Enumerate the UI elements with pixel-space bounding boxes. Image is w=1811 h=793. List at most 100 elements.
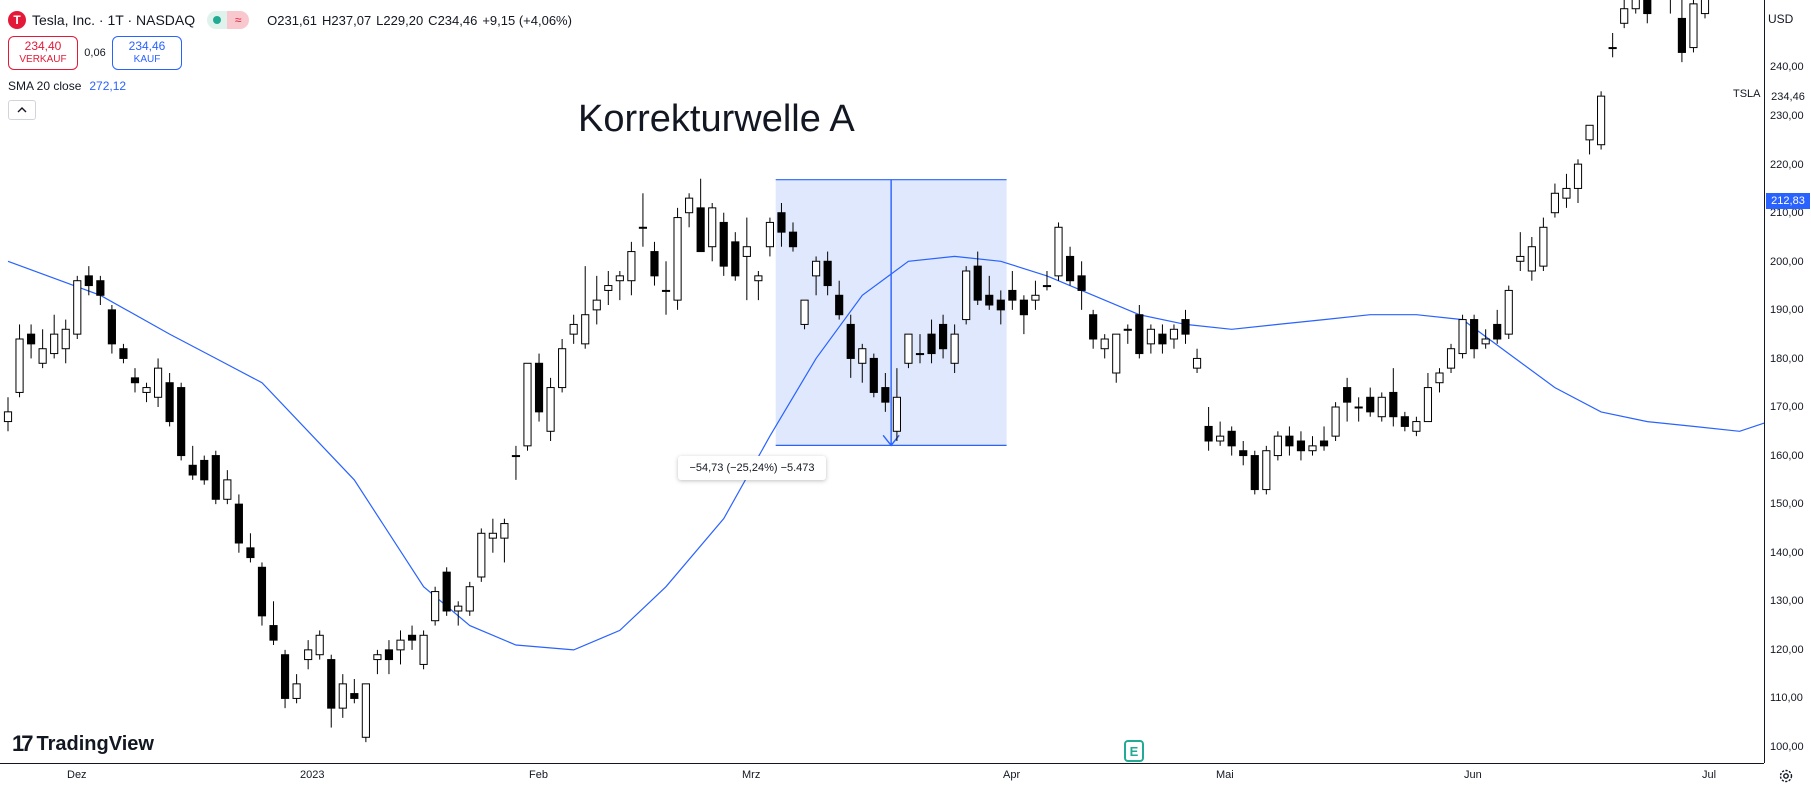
candle[interactable] <box>396 630 405 665</box>
candle[interactable] <box>1423 373 1433 423</box>
candle[interactable] <box>1446 343 1456 373</box>
candle[interactable] <box>1527 237 1536 281</box>
candle[interactable] <box>96 275 105 305</box>
candle[interactable] <box>1377 392 1386 422</box>
candle[interactable] <box>1481 329 1490 349</box>
candle[interactable] <box>1077 261 1086 310</box>
candle[interactable] <box>1181 309 1190 344</box>
candle[interactable] <box>188 445 197 480</box>
candle[interactable] <box>1135 305 1144 359</box>
candle[interactable] <box>927 319 936 364</box>
candle[interactable] <box>431 586 440 626</box>
price-axis[interactable] <box>1764 0 1811 763</box>
candle[interactable] <box>1227 426 1236 456</box>
candle[interactable] <box>1643 0 1652 24</box>
candle[interactable] <box>546 377 555 441</box>
candle[interactable] <box>731 232 740 281</box>
candle[interactable] <box>27 324 36 359</box>
candle[interactable] <box>858 343 867 383</box>
candle[interactable] <box>765 217 774 257</box>
candle[interactable] <box>1112 333 1121 383</box>
candle[interactable] <box>177 382 186 461</box>
candle[interactable] <box>1089 309 1098 349</box>
candle[interactable] <box>373 649 382 675</box>
candle[interactable] <box>165 373 174 427</box>
candle[interactable] <box>500 518 509 563</box>
candle[interactable] <box>754 271 763 301</box>
candle[interactable] <box>615 271 624 301</box>
candle[interactable] <box>1343 377 1352 422</box>
candle[interactable] <box>1262 445 1271 495</box>
candle[interactable] <box>1042 271 1052 291</box>
candle[interactable] <box>1493 309 1502 344</box>
candle[interactable] <box>1597 91 1606 150</box>
candle[interactable] <box>673 207 682 310</box>
candle[interactable] <box>1273 431 1282 461</box>
candle[interactable] <box>142 382 151 403</box>
candle[interactable] <box>1470 314 1479 359</box>
candle[interactable] <box>454 601 463 626</box>
candle[interactable] <box>1204 407 1213 451</box>
candle[interactable] <box>107 305 116 354</box>
market-status-pill[interactable]: ≈ <box>207 11 250 29</box>
candle[interactable] <box>592 275 601 325</box>
candle[interactable] <box>511 445 521 480</box>
candle[interactable] <box>1689 0 1698 53</box>
candle[interactable] <box>1366 387 1375 417</box>
candle[interactable] <box>534 353 544 422</box>
candle[interactable] <box>384 640 394 675</box>
candle[interactable] <box>1239 441 1248 466</box>
candle[interactable] <box>1054 222 1063 281</box>
candle[interactable] <box>477 528 486 582</box>
candle[interactable] <box>211 450 220 505</box>
candle[interactable] <box>950 324 959 373</box>
candle[interactable] <box>823 251 832 296</box>
candle[interactable] <box>1031 280 1040 310</box>
candle[interactable] <box>904 333 913 369</box>
candle[interactable] <box>1412 416 1421 437</box>
candle[interactable] <box>1308 436 1317 456</box>
candle[interactable] <box>465 581 474 616</box>
candle[interactable] <box>881 373 890 412</box>
candle[interactable] <box>892 368 901 441</box>
candle[interactable] <box>234 494 243 553</box>
candle[interactable] <box>1458 314 1467 359</box>
indicator-legend[interactable]: SMA 20 close 272,12 <box>8 79 126 93</box>
candle[interactable] <box>1296 431 1306 461</box>
candle[interactable] <box>962 266 971 325</box>
candle[interactable] <box>1019 295 1028 335</box>
candle[interactable] <box>1169 324 1179 349</box>
time-axis[interactable] <box>0 763 1764 793</box>
candles[interactable] <box>3 0 1710 743</box>
sell-button[interactable]: 234,40 VERKAUF <box>8 36 78 70</box>
candle[interactable] <box>1677 0 1686 63</box>
candle[interactable] <box>1585 124 1594 155</box>
candle[interactable] <box>627 241 636 296</box>
candle[interactable] <box>327 654 336 728</box>
candle[interactable] <box>15 324 24 398</box>
candle[interactable] <box>153 358 163 407</box>
candle[interactable] <box>742 217 751 301</box>
candle[interactable] <box>1123 324 1132 344</box>
candle[interactable] <box>1065 246 1075 286</box>
candle[interactable] <box>846 314 855 378</box>
candle[interactable] <box>38 329 47 369</box>
tradingview-logo[interactable]: 17 TradingView <box>12 731 154 757</box>
candle[interactable] <box>84 266 93 296</box>
candle[interactable] <box>315 630 324 660</box>
symbol-title[interactable]: Tesla, Inc. · 1T · NASDAQ <box>32 12 196 28</box>
collapse-legend-button[interactable] <box>8 100 36 120</box>
candle[interactable] <box>280 649 290 709</box>
candle[interactable] <box>419 630 428 670</box>
candle[interactable] <box>1285 426 1294 456</box>
candle[interactable] <box>1504 285 1513 339</box>
candle[interactable] <box>800 299 809 330</box>
candle[interactable] <box>869 353 878 398</box>
candle[interactable] <box>939 314 948 359</box>
candle[interactable] <box>119 343 128 364</box>
candle[interactable] <box>915 334 925 364</box>
candle[interactable] <box>835 280 844 320</box>
candle[interactable] <box>788 222 798 252</box>
candle[interactable] <box>257 562 267 626</box>
